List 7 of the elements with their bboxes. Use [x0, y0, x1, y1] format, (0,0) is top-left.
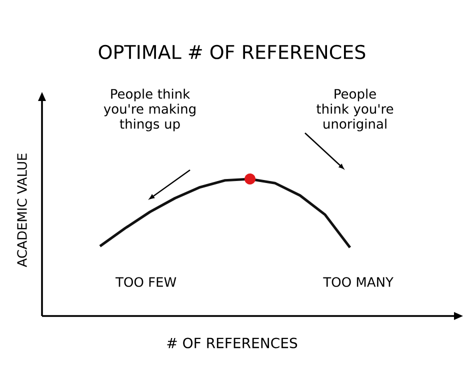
annotation: TOO MANY [323, 277, 394, 287]
x-axis-title: # OF REFERENCES [167, 338, 298, 348]
y-axis-title: ACADEMIC VALUE [17, 154, 27, 268]
text: People think you're unoriginal [316, 88, 394, 132]
text: People think you're making things up [104, 88, 196, 132]
annotation: TOO FEW [116, 277, 176, 287]
chart-title: OPTIMAL # OF REFERENCES [98, 44, 366, 60]
